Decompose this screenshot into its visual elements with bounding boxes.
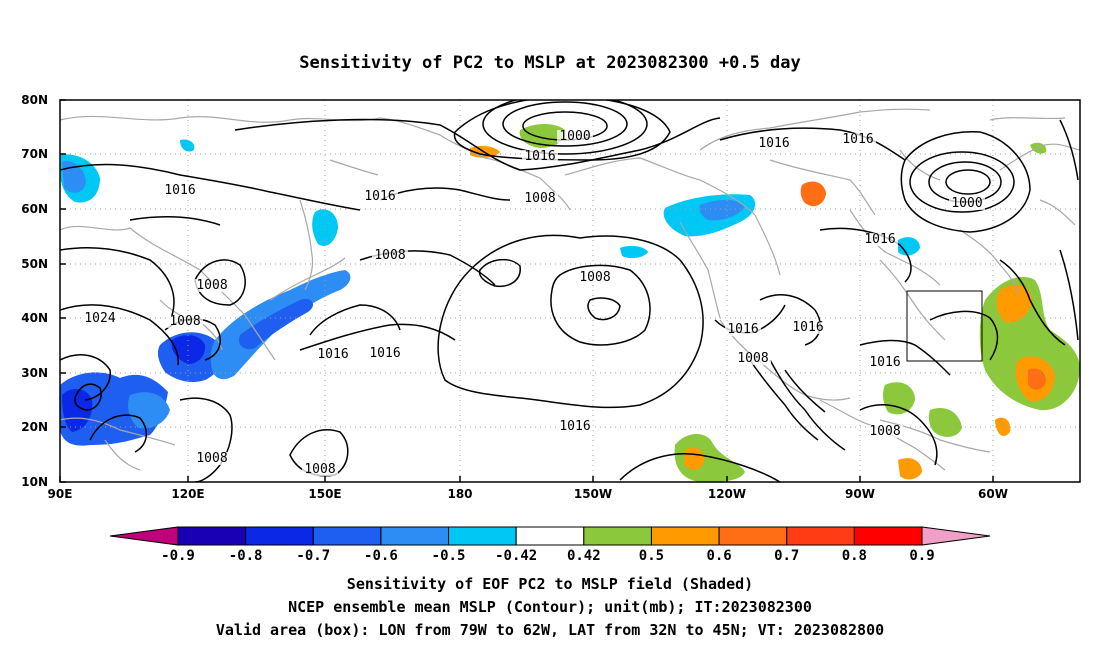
map-area: 1000 1016 1016 1016 1008 1000 1016 1016 1016 1008… [60, 100, 1080, 482]
colorbar-box [583, 526, 652, 546]
colorbar-box [380, 526, 450, 546]
lon-tick-label: 180 [447, 487, 472, 501]
contour-label: 1016 [369, 346, 400, 361]
colorbar-box [312, 526, 382, 546]
valid-area-box [906, 290, 983, 362]
colorbar-label: -0.42 [495, 548, 537, 564]
footer-line-3: Valid area (box): LON from 79W to 62W, L… [216, 621, 884, 639]
colorbar-box [853, 526, 923, 546]
colorbar-box [786, 526, 855, 546]
latitude-axis: 80N 70N 60N 50N 40N 30N 20N 10N [21, 93, 66, 489]
lon-tick-label: 150W [574, 487, 612, 501]
lat-tick-label: 40N [21, 311, 48, 325]
contour-label: 1008 [524, 191, 555, 206]
colorbar-label: -0.5 [432, 548, 466, 564]
colorbar-label: 0.8 [842, 548, 867, 564]
contour-label: 1016 [559, 419, 590, 434]
colorbar-label: 0.9 [909, 548, 934, 564]
contour-label: 1016 [317, 347, 348, 362]
colorbar-label: 0.7 [774, 548, 799, 564]
map-frame [59, 99, 1081, 483]
contour-label: 1008 [869, 424, 900, 439]
contour-label: 1016 [364, 189, 395, 204]
contour-label: 1016 [164, 183, 195, 198]
contour-label: 1016 [524, 149, 555, 164]
colorbar-box [515, 526, 585, 546]
lat-tick-label: 60N [21, 202, 48, 216]
lat-tick-label: 30N [21, 366, 48, 380]
contour-label: 1008 [169, 314, 200, 329]
contour-labels: 1000 1016 1016 1016 1008 1000 1016 1016 1016 1008… [82, 129, 985, 477]
contour-label: 1008 [196, 278, 227, 293]
contour-label: 1008 [737, 351, 768, 366]
footer-line-1: Sensitivity of EOF PC2 to MSLP field (Sh… [347, 575, 753, 593]
footer-line-2: NCEP ensemble mean MSLP (Contour); unit(… [288, 598, 812, 616]
lon-tick-label: 90E [48, 487, 73, 501]
colorbar-label: 0.42 [567, 548, 601, 564]
contour-label: 1008 [374, 248, 405, 263]
contour-label: 1016 [869, 355, 900, 370]
contour-label: 1016 [727, 322, 758, 337]
lon-tick-label: 120E [171, 487, 204, 501]
lat-tick-label: 80N [21, 93, 48, 107]
colorbar-box [650, 526, 720, 546]
lon-tick-label: 60W [978, 487, 1008, 501]
colorbar: -0.9 -0.8 -0.7 -0.6 -0.5 -0.42 0.42 0.5 0.6 0.7 0.… [109, 526, 991, 564]
coastlines [60, 108, 1080, 471]
lat-tick-label: 20N [21, 420, 48, 434]
contour-label: 1008 [579, 270, 610, 285]
colorbar-box [177, 526, 247, 546]
lon-tick-label: 150E [308, 487, 341, 501]
colorbar-box [448, 526, 517, 546]
contour-label: 1016 [758, 136, 789, 151]
colorbar-label: -0.6 [364, 548, 398, 564]
contour-label: 1016 [842, 132, 873, 147]
lon-tick-label: 120W [708, 487, 746, 501]
colorbar-max-triangle [921, 526, 991, 546]
colorbar-label: -0.7 [296, 548, 330, 564]
colorbar-label: 0.6 [706, 548, 731, 564]
contour-label: 1000 [559, 129, 590, 144]
contour-label: 1000 [951, 196, 982, 211]
colorbar-label: -0.9 [161, 548, 195, 564]
colorbar-box [718, 526, 788, 546]
contour-label: 1024 [84, 311, 115, 326]
colorbar-label: 0.5 [639, 548, 664, 564]
lat-tick-label: 10N [21, 475, 48, 489]
lon-tick-label: 90W [845, 487, 875, 501]
negative-sensitivity-shading [60, 139, 920, 446]
colorbar-label: -0.8 [229, 548, 263, 564]
colorbar-box [245, 526, 314, 546]
contour-label: 1016 [792, 320, 823, 335]
contour-label: 1008 [196, 451, 227, 466]
contour-label: 1016 [864, 232, 895, 247]
colorbar-min-triangle [109, 526, 179, 546]
longitude-axis: 90E 120E 150E 180 150W 120W 90W 60W [48, 476, 1008, 501]
lat-tick-label: 50N [21, 257, 48, 271]
contour-label: 1008 [304, 462, 335, 477]
figure-title: Sensitivity of PC2 to MSLP at 2023082300… [299, 53, 801, 73]
lat-tick-label: 70N [21, 147, 48, 161]
